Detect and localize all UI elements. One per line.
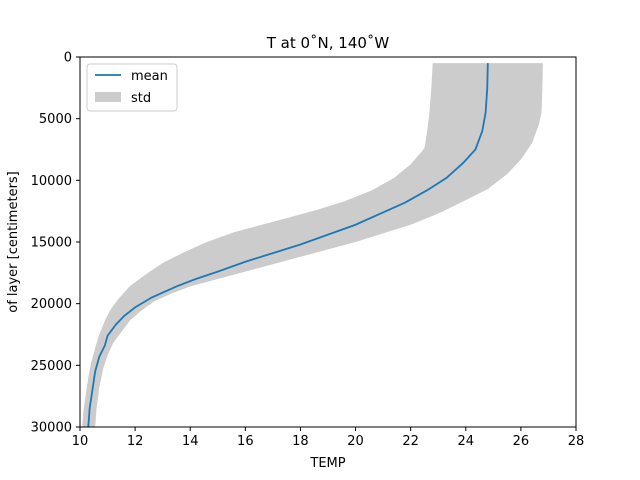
legend-std-swatch — [95, 92, 121, 102]
y-tick-label: 30000 — [31, 421, 72, 436]
x-axis-label: TEMP — [309, 456, 345, 471]
x-tick-label: 12 — [127, 434, 144, 449]
plot-area — [82, 63, 543, 427]
y-tick-label: 25000 — [31, 359, 72, 374]
x-tick-label: 26 — [513, 434, 530, 449]
y-tick-label: 20000 — [31, 297, 72, 312]
x-axis: 10 12 14 16 18 20 22 24 26 28 — [72, 427, 585, 449]
y-tick-label: 10000 — [31, 174, 72, 189]
std-band — [82, 63, 543, 427]
x-tick-label: 10 — [72, 434, 89, 449]
x-tick-label: 18 — [292, 434, 309, 449]
y-axis-label: of layer [centimeters] — [6, 171, 21, 313]
x-tick-label: 22 — [402, 434, 419, 449]
x-tick-label: 28 — [568, 434, 585, 449]
mean-line — [87, 63, 489, 427]
y-axis: 0 5000 10000 15000 20000 25000 30000 — [31, 51, 80, 436]
legend: mean std — [86, 63, 178, 112]
legend-mean-label: mean — [131, 69, 168, 84]
x-tick-label: 24 — [458, 434, 475, 449]
y-tick-label: 0 — [64, 51, 72, 66]
y-tick-label: 15000 — [31, 236, 72, 251]
legend-std-label: std — [131, 91, 151, 106]
y-tick-label: 5000 — [39, 112, 72, 127]
x-tick-label: 16 — [237, 434, 254, 449]
chart-title: T at 0˚N, 140˚W — [266, 34, 390, 52]
x-tick-label: 14 — [182, 434, 199, 449]
x-tick-label: 20 — [347, 434, 364, 449]
